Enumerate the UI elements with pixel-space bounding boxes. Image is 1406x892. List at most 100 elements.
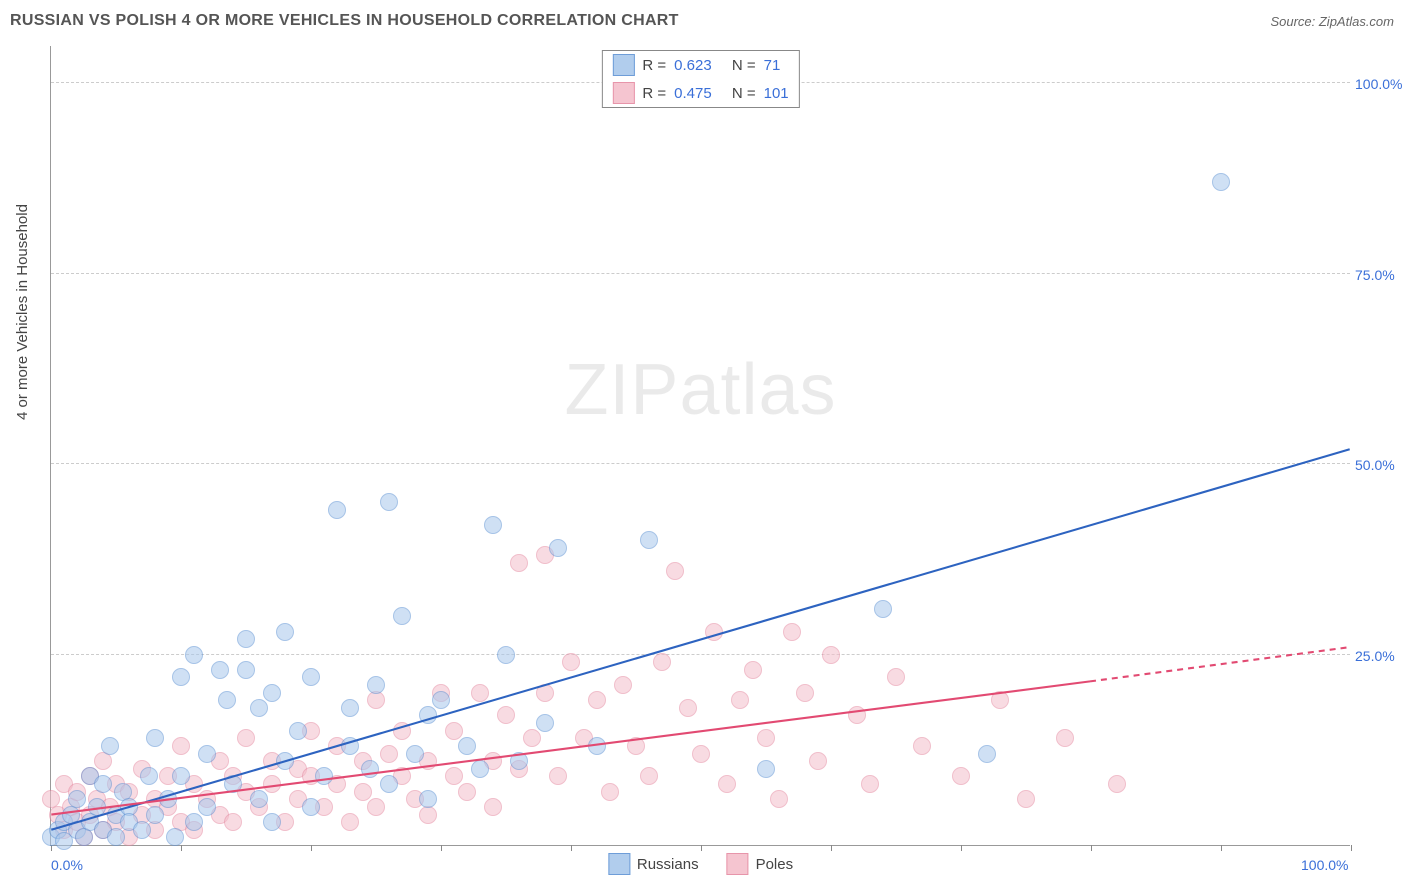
- regression-line: [1090, 647, 1350, 681]
- scatter-point-russians: [211, 661, 229, 679]
- scatter-point-poles: [653, 653, 671, 671]
- scatter-point-poles: [562, 653, 580, 671]
- scatter-point-russians: [380, 493, 398, 511]
- scatter-point-poles: [705, 623, 723, 641]
- series-legend: Russians Poles: [608, 853, 793, 875]
- scatter-point-russians: [185, 813, 203, 831]
- scatter-point-russians: [133, 821, 151, 839]
- scatter-point-russians: [146, 729, 164, 747]
- legend-n-value-poles: 101: [764, 85, 789, 102]
- scatter-point-poles: [692, 745, 710, 763]
- x-tick-label: 100.0%: [1301, 857, 1348, 873]
- scatter-point-poles: [471, 684, 489, 702]
- x-tick: [831, 845, 832, 851]
- legend-n-label: N =: [732, 57, 756, 74]
- scatter-point-russians: [458, 737, 476, 755]
- scatter-point-poles: [718, 775, 736, 793]
- scatter-point-russians: [172, 767, 190, 785]
- regression-lines-layer: [51, 46, 1350, 845]
- scatter-point-poles: [679, 699, 697, 717]
- scatter-point-poles: [536, 684, 554, 702]
- y-tick-label: 25.0%: [1355, 648, 1406, 664]
- scatter-point-russians: [159, 790, 177, 808]
- scatter-point-poles: [523, 729, 541, 747]
- scatter-point-russians: [315, 767, 333, 785]
- scatter-point-russians: [361, 760, 379, 778]
- scatter-point-russians: [367, 676, 385, 694]
- scatter-point-poles: [757, 729, 775, 747]
- scatter-point-russians: [874, 600, 892, 618]
- scatter-point-poles: [224, 813, 242, 831]
- watermark: ZIPatlas: [564, 349, 836, 431]
- scatter-point-russians: [406, 745, 424, 763]
- scatter-point-russians: [419, 790, 437, 808]
- scatter-point-russians: [101, 737, 119, 755]
- legend-n-label: N =: [732, 85, 756, 102]
- scatter-point-russians: [757, 760, 775, 778]
- scatter-chart: ZIPatlas R = 0.623 N = 71 R = 0.475 N = …: [50, 46, 1350, 846]
- legend-r-label: R =: [642, 57, 666, 74]
- scatter-point-poles: [783, 623, 801, 641]
- legend-row-poles: R = 0.475 N = 101: [602, 79, 798, 107]
- legend-r-value-poles: 0.475: [674, 85, 712, 102]
- scatter-point-poles: [497, 706, 515, 724]
- scatter-point-poles: [640, 767, 658, 785]
- scatter-point-russians: [1212, 173, 1230, 191]
- scatter-point-russians: [536, 714, 554, 732]
- scatter-point-poles: [861, 775, 879, 793]
- scatter-point-poles: [354, 783, 372, 801]
- scatter-point-poles: [445, 767, 463, 785]
- legend-r-value-russians: 0.623: [674, 57, 712, 74]
- scatter-point-russians: [107, 828, 125, 846]
- scatter-point-russians: [289, 722, 307, 740]
- scatter-point-poles: [458, 783, 476, 801]
- source-prefix: Source:: [1270, 14, 1318, 29]
- scatter-point-russians: [198, 798, 216, 816]
- scatter-point-russians: [380, 775, 398, 793]
- source-attribution: Source: ZipAtlas.com: [1270, 14, 1394, 29]
- legend-n-value-russians: 71: [764, 57, 781, 74]
- scatter-point-russians: [146, 806, 164, 824]
- scatter-point-poles: [237, 729, 255, 747]
- scatter-point-russians: [88, 798, 106, 816]
- scatter-point-poles: [367, 798, 385, 816]
- scatter-point-poles: [263, 775, 281, 793]
- y-tick-label: 75.0%: [1355, 267, 1406, 283]
- scatter-point-poles: [809, 752, 827, 770]
- scatter-point-poles: [952, 767, 970, 785]
- scatter-point-poles: [549, 767, 567, 785]
- legend-swatch-poles: [612, 82, 634, 104]
- watermark-thin: atlas: [679, 350, 836, 430]
- source-name: ZipAtlas.com: [1319, 14, 1394, 29]
- series-legend-poles: Poles: [727, 853, 794, 875]
- scatter-point-russians: [978, 745, 996, 763]
- scatter-point-poles: [484, 798, 502, 816]
- x-tick: [701, 845, 702, 851]
- legend-row-russians: R = 0.623 N = 71: [602, 51, 798, 79]
- x-tick: [181, 845, 182, 851]
- scatter-point-russians: [471, 760, 489, 778]
- legend-swatch-poles: [727, 853, 749, 875]
- legend-r-label: R =: [642, 85, 666, 102]
- y-axis-label: 4 or more Vehicles in Household: [14, 204, 31, 420]
- watermark-bold: ZIP: [564, 350, 679, 430]
- scatter-point-poles: [744, 661, 762, 679]
- scatter-point-poles: [1056, 729, 1074, 747]
- scatter-point-poles: [627, 737, 645, 755]
- chart-title: RUSSIAN VS POLISH 4 OR MORE VEHICLES IN …: [10, 12, 679, 30]
- x-tick: [311, 845, 312, 851]
- scatter-point-russians: [510, 752, 528, 770]
- scatter-point-russians: [549, 539, 567, 557]
- scatter-point-russians: [263, 684, 281, 702]
- scatter-point-poles: [393, 722, 411, 740]
- scatter-point-russians: [185, 646, 203, 664]
- scatter-point-poles: [341, 813, 359, 831]
- x-tick-label: 0.0%: [51, 857, 83, 873]
- series-legend-russians: Russians: [608, 853, 699, 875]
- scatter-point-russians: [237, 661, 255, 679]
- scatter-point-russians: [198, 745, 216, 763]
- scatter-point-poles: [1108, 775, 1126, 793]
- scatter-point-poles: [666, 562, 684, 580]
- scatter-point-russians: [94, 775, 112, 793]
- scatter-point-poles: [614, 676, 632, 694]
